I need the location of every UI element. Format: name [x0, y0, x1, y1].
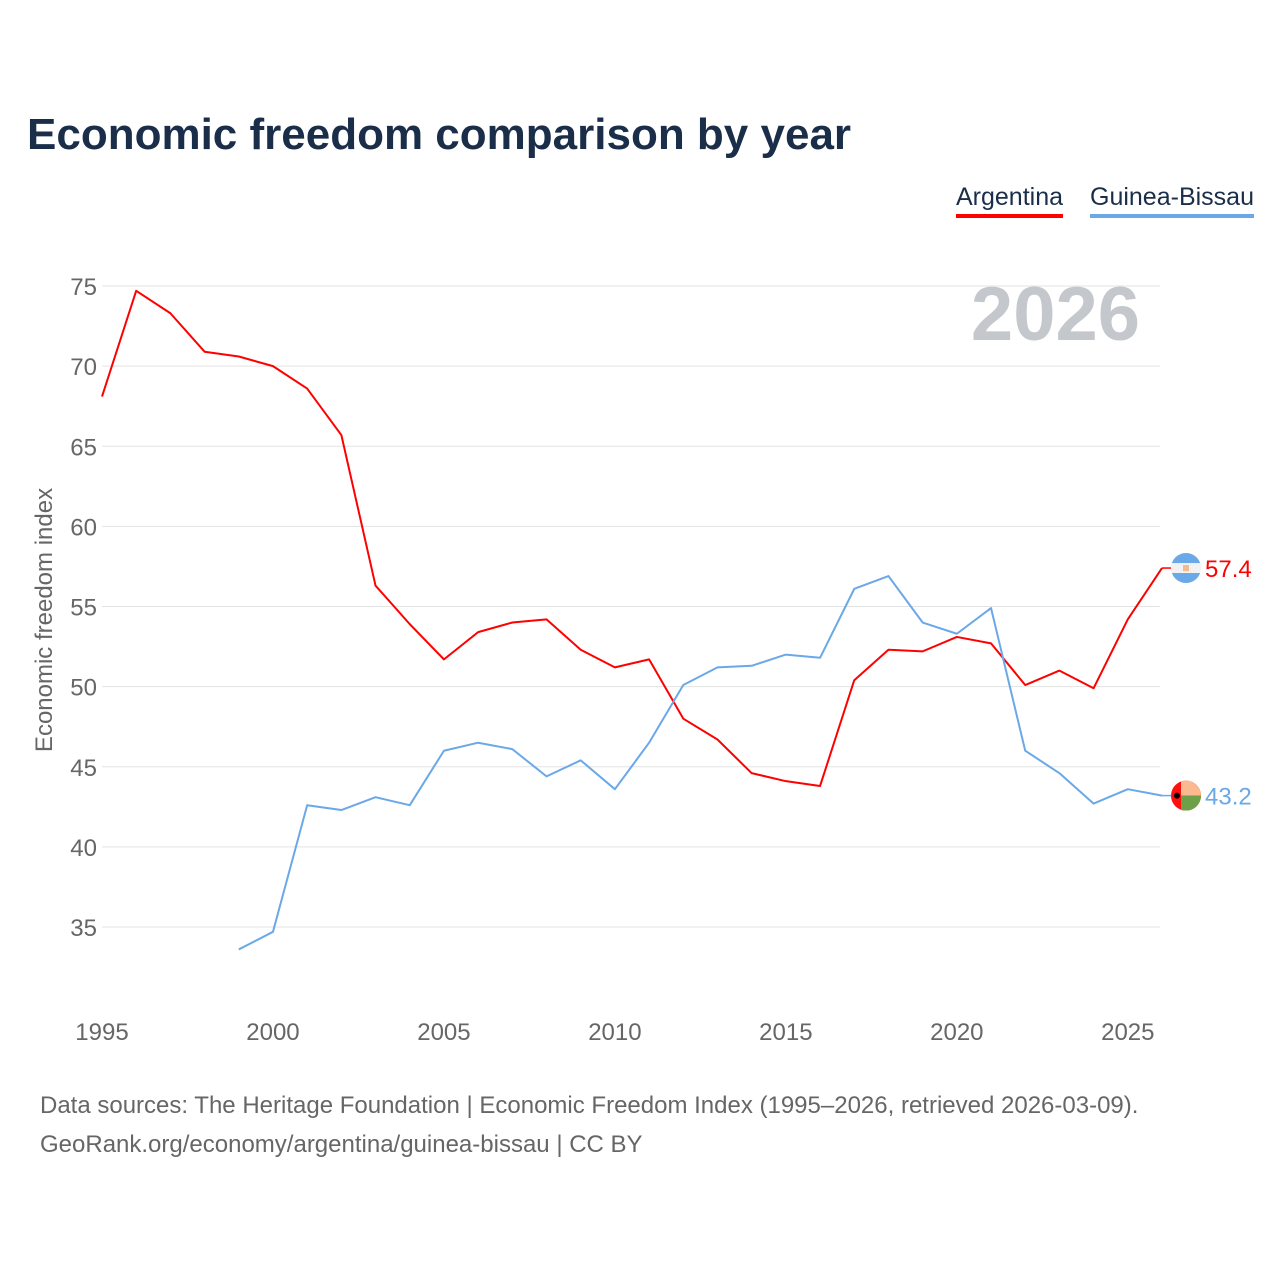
- y-tick-label: 70: [70, 354, 97, 381]
- y-axis-label: Economic freedom index: [31, 488, 58, 752]
- legend-argentina[interactable]: Argentina: [956, 183, 1064, 218]
- x-tick-label: 1995: [75, 1019, 128, 1046]
- y-tick-label: 55: [70, 595, 97, 622]
- y-tick-label: 60: [70, 514, 97, 541]
- series-line-guinea-bissau: [238, 575, 1163, 951]
- chart-title: Economic freedom comparison by year: [27, 110, 852, 159]
- end-value-label-argentina: 57.4: [1205, 556, 1252, 583]
- y-tick-label: 50: [70, 675, 97, 702]
- x-tick-label: 2000: [246, 1019, 299, 1046]
- source-note: Data sources: The Heritage Foundation | …: [40, 1086, 1138, 1164]
- x-tick-label: 2015: [759, 1019, 812, 1046]
- source-url: GeoRank.org/economy/argentina/guinea-bis…: [40, 1131, 643, 1158]
- argentina-flag-icon: [1171, 553, 1201, 584]
- x-tick-label: 2020: [930, 1019, 983, 1046]
- guinea-bissau-flag-icon: [1171, 780, 1201, 811]
- x-tick-label: 2005: [417, 1019, 470, 1046]
- y-tick-label: 35: [70, 915, 97, 942]
- end-value-label-guinea-bissau: 43.2: [1205, 784, 1252, 811]
- x-tick-label: 2010: [588, 1019, 641, 1046]
- x-tick-label: 2025: [1101, 1019, 1154, 1046]
- legend-guinea-bissau[interactable]: Guinea-Bissau: [1090, 183, 1254, 218]
- y-tick-label: 40: [70, 835, 97, 862]
- y-tick-label: 45: [70, 755, 97, 782]
- y-tick-label: 75: [70, 274, 97, 301]
- year-watermark: 2026: [971, 272, 1140, 357]
- series-line-argentina: [101, 289, 1163, 787]
- y-tick-label: 65: [70, 434, 97, 461]
- source-line: Data sources: The Heritage Foundation | …: [40, 1092, 1139, 1119]
